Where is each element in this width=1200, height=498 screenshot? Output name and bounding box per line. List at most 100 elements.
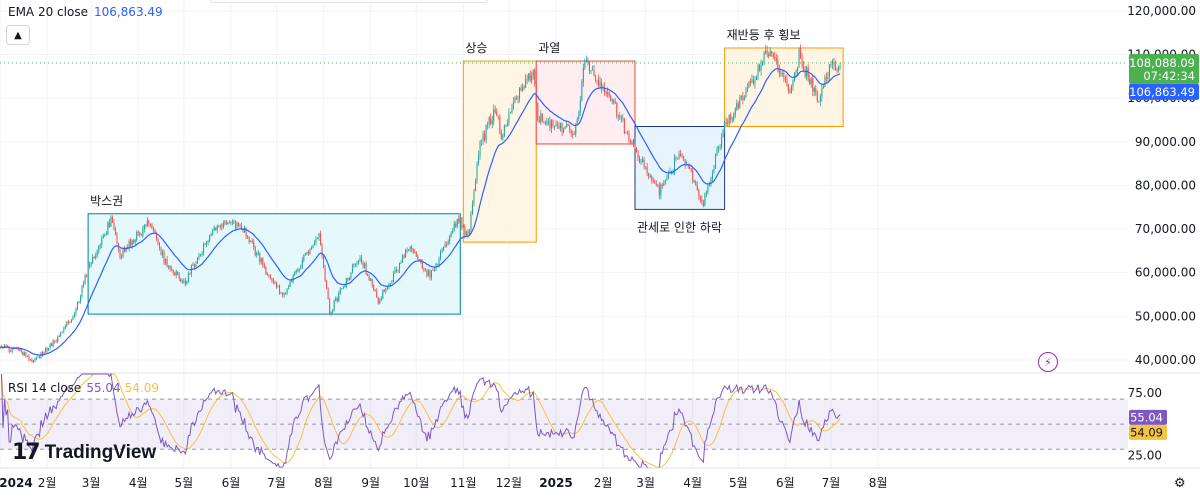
candle-body <box>751 79 753 83</box>
candle-body <box>538 119 540 123</box>
candle-body <box>29 359 31 361</box>
candle-body <box>556 124 559 126</box>
candle-body <box>45 348 47 353</box>
candle-body <box>433 269 436 271</box>
candle-body <box>566 124 568 127</box>
candle-body <box>63 328 65 332</box>
candle-body <box>778 68 780 73</box>
candle-body <box>768 54 770 57</box>
candle-body <box>174 272 176 276</box>
candle-body <box>815 88 817 93</box>
candle-body <box>763 52 765 62</box>
candle-body <box>421 261 423 269</box>
candle-body <box>775 57 777 61</box>
candle-body <box>391 281 393 284</box>
lightning-icon[interactable]: ⚡ <box>1038 352 1058 372</box>
candle-body <box>579 100 581 113</box>
candle-body <box>614 102 616 104</box>
candle-body <box>216 226 218 231</box>
candle-body <box>157 238 159 244</box>
collapse-legend-button[interactable]: ▲ <box>6 25 30 45</box>
candle-body <box>740 95 742 98</box>
time-tick-label: 10월 <box>403 476 429 490</box>
candle-body <box>830 64 832 66</box>
candle-body <box>461 217 463 228</box>
candle-body <box>8 345 10 352</box>
candle-body <box>552 119 554 126</box>
candle-body <box>728 115 730 125</box>
candle-body <box>149 223 151 226</box>
candle-body <box>540 114 542 123</box>
candle-body <box>819 96 821 102</box>
candle-body <box>645 166 647 168</box>
candle-body <box>490 117 492 125</box>
ema-legend[interactable]: EMA 20 close 106,863.49 <box>8 5 163 19</box>
candle-body <box>759 64 761 71</box>
rsi-ma-line <box>1 373 841 469</box>
candle-body <box>215 227 217 231</box>
rsi-legend[interactable]: RSI 14 close 55.04 54.09 <box>8 381 159 395</box>
candle-body <box>783 73 785 78</box>
candle-body <box>824 77 826 88</box>
candle-body <box>836 69 838 71</box>
candle-body <box>406 250 408 251</box>
candle-body <box>31 359 33 363</box>
candle-body <box>458 218 460 223</box>
time-tick-label: 12월 <box>496 476 522 490</box>
candle-body <box>247 236 249 238</box>
candle-body <box>148 220 150 224</box>
candle-body <box>601 82 603 89</box>
candle-body <box>338 293 340 301</box>
time-tick-label: 9월 <box>361 476 380 490</box>
candle-body <box>87 267 89 277</box>
candle-body <box>128 240 130 249</box>
candle-body <box>175 271 177 276</box>
candle-body <box>473 191 475 204</box>
candle-body <box>499 117 501 133</box>
candle-body <box>604 87 606 93</box>
candle-body <box>158 243 161 249</box>
candle-body <box>648 173 650 177</box>
candle-body <box>660 184 662 196</box>
time-tick-label: 2월 <box>594 476 613 490</box>
candle-body <box>198 255 200 258</box>
candle-body <box>622 118 624 120</box>
candle-body <box>171 268 173 270</box>
candle-body <box>444 244 446 247</box>
candle-body <box>575 125 577 135</box>
candle-body <box>584 60 586 68</box>
candle-body <box>98 245 100 251</box>
candle-body <box>241 225 243 230</box>
candle-body <box>757 64 759 77</box>
candle-body <box>605 92 607 94</box>
candle-body <box>424 269 426 271</box>
candle-body <box>236 222 238 229</box>
candle-body <box>367 273 369 276</box>
candle-body <box>221 226 223 228</box>
candle-body <box>683 156 685 160</box>
candle-body <box>19 349 21 351</box>
candle-body <box>810 78 812 84</box>
candle-body <box>711 173 714 179</box>
candle-body <box>95 255 97 259</box>
gear-icon[interactable]: ⚙ <box>1174 476 1186 491</box>
candle-body <box>285 293 287 294</box>
candle-body <box>626 132 628 134</box>
candle-body <box>549 120 551 129</box>
candle-body <box>89 264 91 268</box>
candle-body <box>377 297 379 304</box>
candle-body <box>35 357 37 359</box>
candle-body <box>476 163 478 181</box>
candle-body <box>116 234 118 244</box>
candle-body <box>165 259 167 264</box>
candle-body <box>766 50 768 55</box>
candle-body <box>34 358 36 361</box>
candle-body <box>245 228 247 237</box>
candle-body <box>427 270 429 277</box>
tradingview-logo[interactable]: 17 TradingView <box>12 440 156 465</box>
candle-body <box>657 184 659 186</box>
candle-body <box>183 280 185 282</box>
candle-body <box>382 290 384 299</box>
candle-body <box>61 331 63 333</box>
